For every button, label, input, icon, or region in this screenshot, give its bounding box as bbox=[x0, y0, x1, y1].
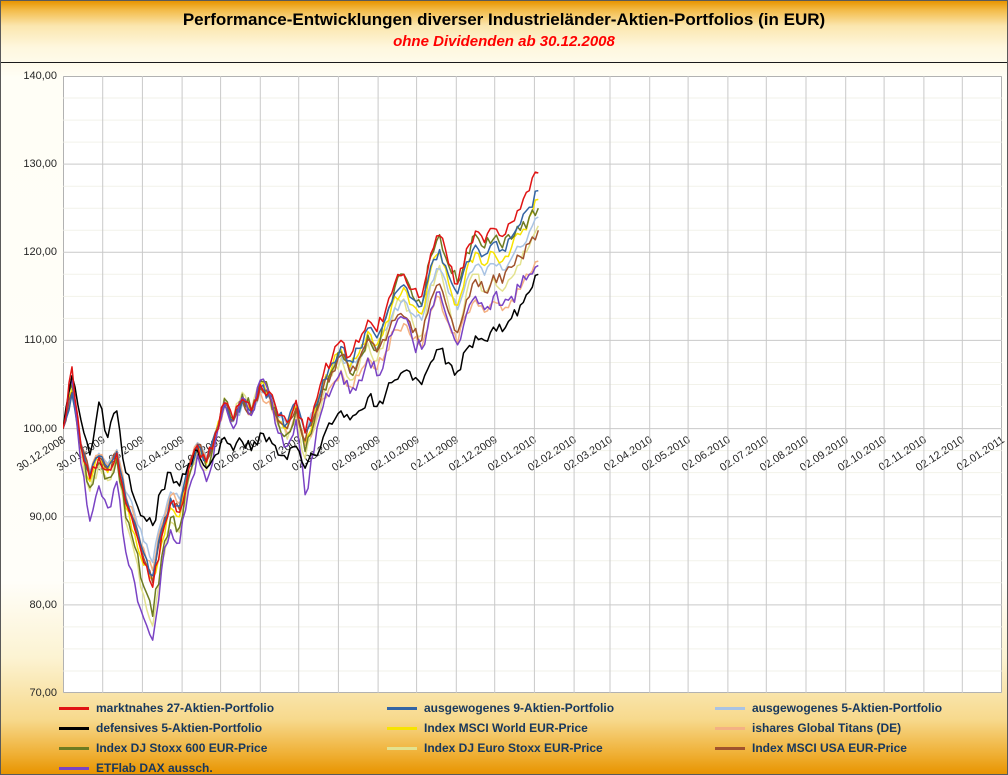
x-axis-label: 30.12.2008 bbox=[14, 433, 68, 474]
title-divider bbox=[1, 62, 1007, 63]
legend-item-dj-stoxx-600: Index DJ Stoxx 600 EUR-Price bbox=[59, 738, 387, 758]
legend-swatch-ausgewogenes-9 bbox=[387, 706, 417, 710]
y-axis-label: 80,00 bbox=[29, 598, 57, 611]
legend-item-etflab-dax: ETFlab DAX aussch. bbox=[59, 758, 387, 775]
legend-item-marktnahes-27: marktnahes 27-Aktien-Portfolio bbox=[59, 698, 387, 718]
y-axis-label: 100,00 bbox=[23, 422, 57, 435]
line-chart bbox=[63, 76, 1002, 693]
legend-label: Index MSCI World EUR-Price bbox=[424, 721, 588, 735]
legend-swatch-dj-euro-stoxx bbox=[387, 746, 417, 750]
legend-swatch-msci-usa bbox=[715, 746, 745, 750]
legend-label: ETFlab DAX aussch. bbox=[96, 761, 213, 775]
legend-swatch-etflab-dax bbox=[59, 766, 89, 770]
y-axis-label: 120,00 bbox=[23, 246, 57, 259]
y-axis-label: 110,00 bbox=[24, 334, 57, 347]
legend-label: ishares Global Titans (DE) bbox=[752, 721, 902, 735]
legend-label: Index DJ Euro Stoxx EUR-Price bbox=[424, 741, 603, 755]
series-line-ausgewogenes-9 bbox=[63, 189, 539, 577]
legend-swatch-msci-world bbox=[387, 726, 417, 730]
legend-label: Index DJ Stoxx 600 EUR-Price bbox=[96, 741, 268, 755]
legend-item-msci-usa: Index MSCI USA EUR-Price bbox=[715, 738, 1004, 758]
y-axis-label: 140,00 bbox=[23, 70, 57, 82]
legend-label: ausgewogenes 9-Aktien-Portfolio bbox=[424, 701, 615, 715]
chart-header: Performance-Entwicklungen diverser Indus… bbox=[1, 1, 1007, 62]
legend-item-dj-euro-stoxx: Index DJ Euro Stoxx EUR-Price bbox=[387, 738, 715, 758]
legend-item-msci-world: Index MSCI World EUR-Price bbox=[387, 718, 715, 738]
legend-swatch-ausgewogenes-5 bbox=[715, 706, 745, 710]
legend-label: defensives 5-Aktien-Portfolio bbox=[96, 721, 263, 735]
series-line-marktnahes-27 bbox=[63, 171, 539, 588]
legend-swatch-defensives-5 bbox=[59, 726, 89, 730]
y-axis-label: 90,00 bbox=[29, 510, 57, 523]
chart-subtitle: ohne Dividenden ab 30.12.2008 bbox=[393, 33, 615, 50]
legend-swatch-marktnahes-27 bbox=[59, 706, 89, 710]
chart-title: Performance-Entwicklungen diverser Indus… bbox=[182, 10, 826, 29]
y-axis-label: 130,00 bbox=[23, 158, 57, 171]
legend-item-ausgewogenes-9: ausgewogenes 9-Aktien-Portfolio bbox=[387, 698, 715, 718]
series-line-etflab-dax bbox=[63, 264, 539, 641]
legend-item-ishares-global-titans: ishares Global Titans (DE) bbox=[715, 718, 1004, 738]
legend-label: marktnahes 27-Aktien-Portfolio bbox=[96, 701, 275, 715]
legend-label: ausgewogenes 5-Aktien-Portfolio bbox=[752, 701, 943, 715]
legend-item-defensives-5: defensives 5-Aktien-Portfolio bbox=[59, 718, 387, 738]
y-axis-label: 70,00 bbox=[29, 687, 57, 699]
chart-legend: marktnahes 27-Aktien-Portfolio ausgewogen… bbox=[59, 698, 1004, 775]
legend-label: Index MSCI USA EUR-Price bbox=[752, 741, 907, 755]
legend-item-ausgewogenes-5: ausgewogenes 5-Aktien-Portfolio bbox=[715, 698, 1004, 718]
series-line-defensives-5 bbox=[63, 273, 539, 527]
legend-swatch-dj-stoxx-600 bbox=[59, 746, 89, 750]
legend-swatch-ishares-global-titans bbox=[715, 726, 745, 730]
